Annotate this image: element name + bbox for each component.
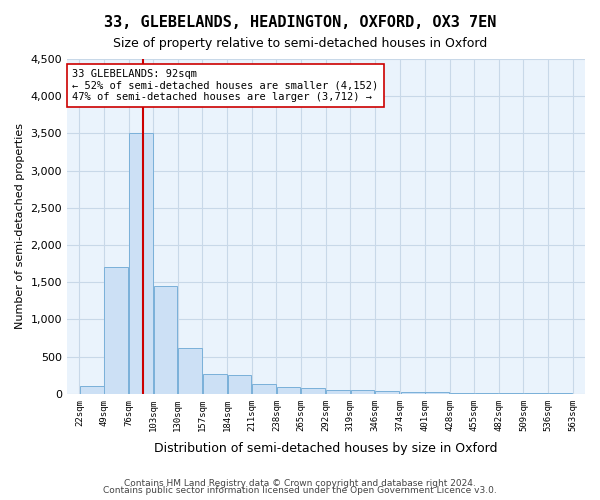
Bar xyxy=(450,393,474,394)
Bar xyxy=(350,390,374,394)
Text: 33 GLEBELANDS: 92sqm
← 52% of semi-detached houses are smaller (4,152)
47% of se: 33 GLEBELANDS: 92sqm ← 52% of semi-detac… xyxy=(72,69,379,102)
Bar xyxy=(178,348,202,394)
Bar xyxy=(375,391,399,394)
Bar xyxy=(326,390,350,394)
Y-axis label: Number of semi-detached properties: Number of semi-detached properties xyxy=(15,124,25,330)
Bar xyxy=(129,134,153,394)
Text: Size of property relative to semi-detached houses in Oxford: Size of property relative to semi-detach… xyxy=(113,38,487,51)
Text: Contains public sector information licensed under the Open Government Licence v3: Contains public sector information licen… xyxy=(103,486,497,495)
Bar xyxy=(277,387,301,394)
Bar xyxy=(425,392,449,394)
Bar xyxy=(252,384,276,394)
X-axis label: Distribution of semi-detached houses by size in Oxford: Distribution of semi-detached houses by … xyxy=(154,442,498,455)
Bar xyxy=(301,388,325,394)
Bar xyxy=(203,374,227,394)
Bar xyxy=(475,393,499,394)
Bar xyxy=(80,386,104,394)
Bar xyxy=(154,286,178,394)
Bar xyxy=(401,392,425,394)
Text: Contains HM Land Registry data © Crown copyright and database right 2024.: Contains HM Land Registry data © Crown c… xyxy=(124,478,476,488)
Bar xyxy=(104,268,128,394)
Text: 33, GLEBELANDS, HEADINGTON, OXFORD, OX3 7EN: 33, GLEBELANDS, HEADINGTON, OXFORD, OX3 … xyxy=(104,15,496,30)
Bar xyxy=(227,375,251,394)
